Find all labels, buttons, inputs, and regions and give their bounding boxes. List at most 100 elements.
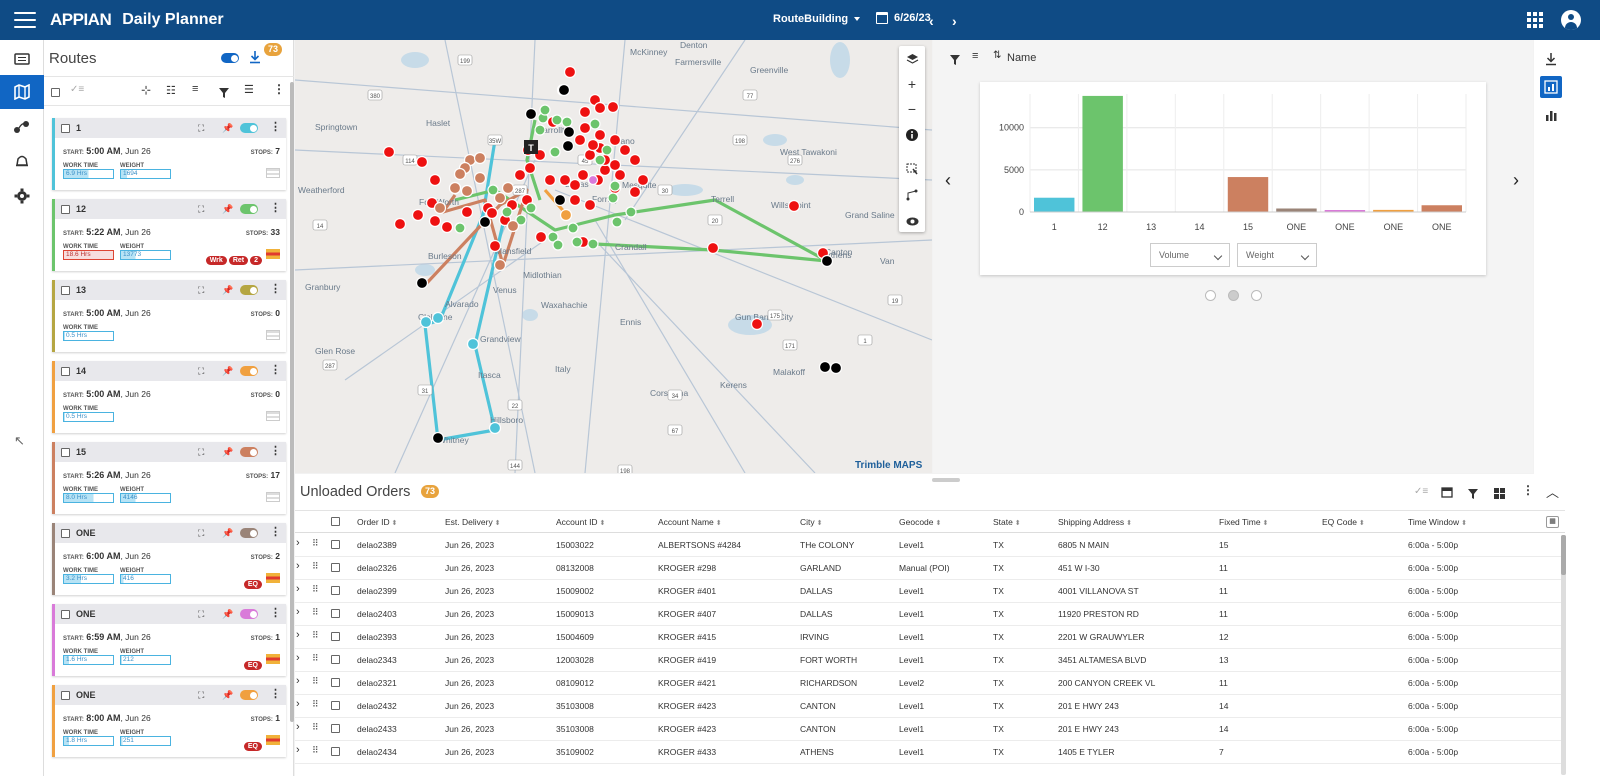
route-visibility-toggle[interactable]	[240, 447, 258, 457]
route-more-icon[interactable]: ⋮	[270, 526, 281, 538]
row-checkbox[interactable]	[331, 586, 340, 595]
chart-sort-name-icon[interactable]: ⇅	[993, 50, 1002, 61]
weight-select[interactable]: Weight	[1237, 243, 1317, 267]
route-map[interactable]: Denton McKinney Farmersville Greenville Spri…	[295, 40, 932, 473]
prev-date-icon[interactable]: ‹	[929, 13, 934, 29]
panel-resize-handle[interactable]	[932, 478, 960, 482]
orders-more-icon[interactable]: ⋮	[1522, 483, 1534, 497]
pin-icon[interactable]: 📌	[222, 447, 234, 457]
drag-handle-icon[interactable]: ⠿	[312, 676, 319, 686]
select-all-orders-checkbox[interactable]	[331, 517, 340, 526]
route-more-icon[interactable]: ⋮	[270, 364, 281, 376]
expand-icon[interactable]: ⛶	[198, 366, 205, 376]
column-header-account-id[interactable]: Account ID	[556, 517, 605, 527]
alert-pill[interactable]: EQ	[243, 661, 262, 670]
route-visibility-toggle[interactable]	[240, 690, 258, 700]
drag-handle-icon[interactable]: ⠿	[312, 722, 319, 732]
zoom-in-icon[interactable]: +	[907, 76, 917, 92]
expand-row-icon[interactable]: ›	[296, 675, 300, 687]
orders-calendar-icon[interactable]	[1441, 485, 1453, 503]
route-checkbox[interactable]	[61, 690, 70, 700]
column-header-account-name[interactable]: Account Name	[658, 517, 722, 527]
route-more-icon[interactable]: ⋮	[270, 607, 281, 619]
pin-icon[interactable]: 📌	[222, 690, 234, 700]
bar-chart-icon[interactable]	[1540, 104, 1562, 126]
route-checkbox[interactable]	[61, 366, 70, 376]
row-checkbox[interactable]	[331, 632, 340, 641]
route-mode-dropdown[interactable]: RouteBuilding	[773, 13, 860, 25]
user-account-icon[interactable]	[1561, 10, 1581, 30]
chart-prev-icon[interactable]: ‹	[945, 170, 951, 190]
expand-row-icon[interactable]: ›	[296, 744, 300, 756]
route-visibility-toggle[interactable]	[240, 366, 258, 376]
carousel-dot-3[interactable]	[1251, 290, 1262, 301]
expand-row-icon[interactable]: ›	[296, 583, 300, 595]
column-header-order-id[interactable]: Order ID	[357, 517, 397, 527]
sort-icon[interactable]: ≡	[192, 83, 199, 95]
drag-handle-icon[interactable]: ⠿	[312, 538, 319, 548]
expand-icon[interactable]: ⛶	[198, 690, 205, 700]
route-checkbox[interactable]	[61, 204, 70, 214]
pin-icon[interactable]: 📌	[222, 285, 234, 295]
drag-handle-icon[interactable]: ⠿	[312, 561, 319, 571]
expand-row-icon[interactable]: ›	[296, 629, 300, 641]
expand-icon[interactable]: ⛶	[198, 609, 205, 619]
route-more-icon[interactable]: ⋮	[270, 283, 281, 295]
map-info-icon[interactable]	[899, 122, 925, 148]
route-checkbox[interactable]	[61, 528, 70, 538]
nav-notifications-icon[interactable]	[0, 144, 44, 178]
expand-row-icon[interactable]: ›	[296, 698, 300, 710]
date-picker[interactable]: 6/26/23	[876, 12, 931, 24]
column-header-eq-code[interactable]: EQ Code	[1322, 517, 1365, 527]
expand-icon[interactable]: ⛶	[198, 204, 205, 214]
route-card[interactable]: 14 ⛶ 📌 ⋮ START: 5:00 AM, Jun 26 STOPS: 0 WORK …	[52, 361, 286, 433]
column-header-est-delivery[interactable]: Est. Delivery	[445, 517, 501, 527]
draw-route-icon[interactable]	[899, 182, 925, 208]
alert-pill[interactable]: Ret	[228, 256, 249, 265]
routes-more-icon[interactable]: ⋮	[273, 82, 285, 96]
route-more-icon[interactable]: ⋮	[270, 445, 281, 457]
row-checkbox[interactable]	[331, 747, 340, 756]
next-date-icon[interactable]: ›	[952, 13, 957, 29]
visibility-eye-icon[interactable]	[899, 208, 925, 234]
route-visibility-toggle[interactable]	[240, 285, 258, 295]
filter-icon[interactable]	[219, 85, 229, 103]
table-row[interactable]: › ⠿ delao2326 Jun 26, 2023 08132008 KROGER #2…	[295, 557, 1565, 580]
route-checkbox[interactable]	[61, 447, 70, 457]
table-row[interactable]: › ⠿ delao2321 Jun 26, 2023 08109012 KROGER #4…	[295, 672, 1565, 695]
alert-pill[interactable]: Wrk	[205, 256, 227, 265]
row-checkbox[interactable]	[331, 540, 340, 549]
expand-icon[interactable]: ⛶	[198, 123, 205, 133]
pin-icon[interactable]: 📌	[222, 123, 234, 133]
route-card[interactable]: ONE ⛶ 📌 ⋮ START: 8:00 AM, Jun 26 STOPS: 1 WORK…	[52, 685, 286, 757]
row-checkbox[interactable]	[331, 678, 340, 687]
nav-route-optimize-icon[interactable]	[0, 110, 44, 144]
collapse-panel-icon[interactable]: ︿	[1546, 485, 1560, 500]
chart-sort-icon[interactable]: ≡	[972, 50, 979, 62]
menu-icon[interactable]	[14, 12, 36, 28]
alert-pill[interactable]: EQ	[243, 742, 262, 751]
routes-scrollbar[interactable]	[290, 82, 294, 722]
table-row[interactable]: › ⠿ delao2389 Jun 26, 2023 15003022 ALBERTSON…	[295, 534, 1565, 557]
expand-icon[interactable]: ⛶	[198, 528, 205, 538]
column-header-geocode[interactable]: Geocode	[899, 517, 941, 527]
nav-orders-icon[interactable]	[0, 42, 44, 76]
route-card[interactable]: 15 ⛶ 📌 ⋮ START: 5:26 AM, Jun 26 STOPS: 17 WORK…	[52, 442, 286, 514]
routes-visibility-toggle[interactable]	[221, 53, 239, 63]
column-header-time-window[interactable]: Time Window	[1408, 517, 1467, 527]
drag-handle-icon[interactable]: ⠿	[312, 630, 319, 640]
column-settings-icon[interactable]: ▦	[1546, 516, 1559, 528]
zoom-out-icon[interactable]: −	[907, 101, 917, 117]
add-route-icon[interactable]: ⊹	[141, 83, 152, 97]
expand-icon[interactable]: ⛶	[198, 447, 205, 457]
export-icon[interactable]	[1540, 48, 1562, 70]
select-all-routes-checkbox[interactable]	[51, 88, 60, 97]
nav-settings-gear-icon[interactable]	[0, 179, 44, 213]
orders-bulk-check-icon[interactable]: ✓≡	[1414, 486, 1429, 497]
route-card[interactable]: 12 ⛶ 📌 ⋮ START: 5:22 AM, Jun 26 STOPS: 33 WORK…	[52, 199, 286, 271]
analytics-panel-icon[interactable]	[1540, 76, 1562, 98]
row-checkbox[interactable]	[331, 609, 340, 618]
list-view-icon[interactable]: ☰	[244, 84, 254, 96]
expand-row-icon[interactable]: ›	[296, 606, 300, 618]
orders-scrollbar[interactable]	[1561, 535, 1566, 775]
